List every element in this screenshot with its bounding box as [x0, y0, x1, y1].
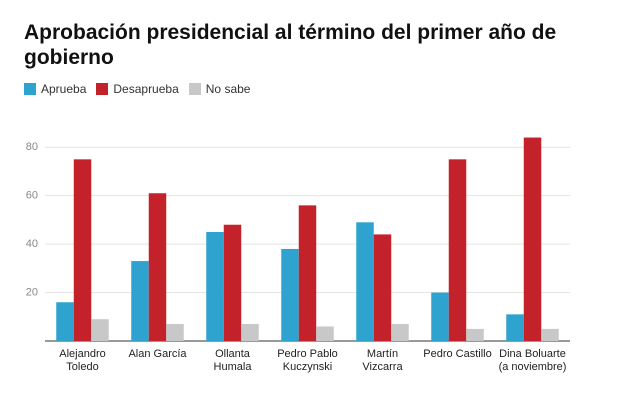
bar [523, 137, 542, 341]
legend-label: Aprueba [41, 82, 87, 96]
bar [148, 193, 167, 341]
legend-item: Desaprueba [96, 82, 179, 96]
bar [298, 205, 317, 341]
legend-swatch [24, 83, 36, 95]
bar [466, 328, 484, 341]
bar [506, 314, 524, 341]
x-tick-label: Pedro Castillo [423, 348, 492, 360]
legend-swatch [188, 83, 201, 95]
bar [241, 324, 259, 341]
chart-title: Aprobación presidencial al término del p… [24, 21, 557, 69]
bar [131, 261, 149, 341]
bar [373, 234, 392, 341]
bar [281, 248, 299, 341]
legend-swatch [96, 83, 109, 95]
x-tick-label: Alan García [128, 348, 187, 360]
legend: Aprueba Desaprueba No sabe [24, 82, 250, 96]
bar [356, 222, 374, 341]
bar [223, 224, 242, 341]
legend-label: Desaprueba [113, 82, 179, 96]
x-tick-label: Dina Boluarte (a noviembre) [498, 348, 567, 373]
y-tick-label: 40 [26, 238, 38, 250]
x-tick-label: Martín Vizcarra [362, 348, 403, 373]
bar [448, 159, 467, 341]
bar [206, 232, 224, 341]
y-tick-label: 20 [26, 286, 38, 298]
bar [316, 326, 334, 341]
y-tick-label: 80 [26, 141, 38, 153]
x-tick-label: Pedro Pablo Kuczynski [277, 348, 338, 373]
bar [541, 328, 559, 341]
bar [91, 319, 109, 341]
bar [391, 324, 409, 341]
bar [166, 324, 184, 341]
x-tick-label: Ollanta Humala [213, 348, 252, 373]
y-tick-label: 60 [26, 190, 38, 202]
bar [431, 292, 449, 341]
legend-item: No sabe [188, 82, 251, 96]
legend-label: No sabe [205, 82, 251, 96]
legend-item: Aprueba [24, 82, 86, 96]
bar [73, 159, 92, 341]
bar [56, 302, 74, 341]
x-tick-label: Alejandro Toledo [59, 348, 106, 373]
